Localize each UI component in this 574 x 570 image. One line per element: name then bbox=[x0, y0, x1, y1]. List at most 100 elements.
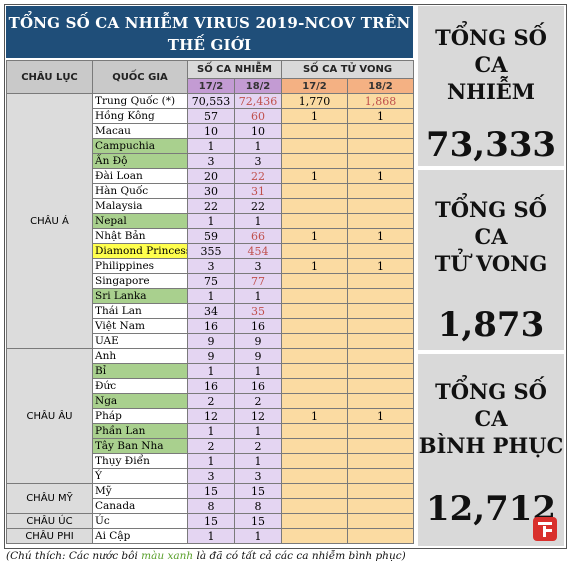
infections-17-cell: 20 bbox=[187, 168, 235, 184]
country-cell: Malaysia bbox=[92, 198, 188, 214]
table-row: CHÂU PHI Ai Cập 1 1 bbox=[6, 528, 415, 544]
table-row: Sri Lanka 1 1 bbox=[7, 288, 415, 304]
table-row: Macau 10 10 bbox=[7, 123, 415, 139]
table-row: Campuchia 1 1 bbox=[7, 138, 415, 154]
infections-17-cell: 3 bbox=[187, 468, 235, 484]
footnote-suffix: là đã có tất cả các ca nhiễm bình phục) bbox=[193, 550, 406, 562]
deaths-17-cell bbox=[281, 183, 348, 199]
table-row: Đài Loan 20 22 1 1 bbox=[7, 168, 415, 184]
total-recovered-label-2: BÌNH PHỤC bbox=[418, 433, 564, 458]
cases-table-body: CHÂU Á Trung Quốc (*) 70,553 72,436 1,770 1,8… bbox=[6, 93, 415, 544]
deaths-17-cell bbox=[281, 348, 348, 364]
country-cell: Thái Lan bbox=[92, 303, 188, 319]
infections-18-cell: 15 bbox=[234, 513, 282, 529]
table-row: Phần Lan 1 1 bbox=[7, 423, 415, 439]
infections-17-cell: 1 bbox=[187, 288, 235, 304]
deaths-17-cell: 1 bbox=[281, 258, 348, 274]
footnote-prefix: (Chú thích: Các nước bôi bbox=[6, 550, 142, 562]
infections-17-cell: 30 bbox=[187, 183, 235, 199]
country-cell: UAE bbox=[92, 333, 188, 349]
infections-18-cell: 1 bbox=[234, 363, 282, 379]
infections-18-cell: 1 bbox=[234, 213, 282, 229]
deaths-17-cell bbox=[281, 423, 348, 439]
deaths-18-cell bbox=[346, 318, 415, 334]
deaths-18-cell bbox=[346, 393, 415, 409]
deaths-17-cell: 1 bbox=[281, 168, 348, 184]
infections-18-cell: 2 bbox=[234, 438, 282, 454]
table-row: CHÂU ÂU Anh 9 9 bbox=[6, 348, 415, 484]
total-deaths-label-1: TỔNG SỐ CA bbox=[435, 197, 547, 249]
infections-17-cell: 1 bbox=[187, 453, 235, 469]
infections-17-cell: 57 bbox=[187, 108, 235, 124]
infections-17-cell: 16 bbox=[187, 318, 235, 334]
total-deaths-value: 1,873 bbox=[437, 305, 545, 345]
infections-17-cell: 59 bbox=[187, 228, 235, 244]
deaths-17-cell bbox=[281, 198, 348, 214]
deaths-17-cell bbox=[281, 333, 348, 349]
deaths-17-cell bbox=[281, 303, 348, 319]
deaths-18-cell bbox=[346, 153, 415, 169]
deaths-17-cell bbox=[281, 513, 348, 529]
country-cell: Việt Nam bbox=[92, 318, 188, 334]
infections-18-cell: 66 bbox=[234, 228, 282, 244]
header-continent: CHÂU LỤC bbox=[6, 60, 93, 94]
country-cell: Mỹ bbox=[92, 483, 188, 499]
infections-18-cell: 3 bbox=[234, 468, 282, 484]
infections-17-cell: 1 bbox=[187, 423, 235, 439]
infections-18-cell: 1 bbox=[234, 288, 282, 304]
infections-18-cell: 8 bbox=[234, 498, 282, 514]
deaths-18-cell: 1,868 bbox=[346, 93, 415, 109]
table-row: Philippines 3 3 1 1 bbox=[7, 258, 415, 274]
total-recovered-panel: TỔNG SỐ CA BÌNH PHỤC 12,712 bbox=[418, 354, 564, 546]
deaths-17-cell bbox=[281, 438, 348, 454]
infections-18-cell: 1 bbox=[234, 528, 282, 544]
deaths-18-cell bbox=[346, 483, 415, 499]
table-row: CHÂU MỸ Mỹ 15 15 bbox=[6, 483, 415, 514]
deaths-17-cell bbox=[281, 273, 348, 289]
header-deaths-date-2: 18/2 bbox=[346, 78, 415, 94]
infections-18-cell: 10 bbox=[234, 123, 282, 139]
table-row: Diamond Princess 355 454 bbox=[7, 243, 415, 259]
infections-18-cell: 3 bbox=[234, 153, 282, 169]
total-deaths-panel: TỔNG SỐ CA TỬ VONG 1,873 bbox=[418, 170, 564, 350]
table-row: CHÂU ÚC Úc 15 15 bbox=[6, 513, 415, 529]
infections-18-cell: 77 bbox=[234, 273, 282, 289]
deaths-17-cell bbox=[281, 288, 348, 304]
deaths-17-cell bbox=[281, 138, 348, 154]
country-cell: Nepal bbox=[92, 213, 188, 229]
infections-17-cell: 16 bbox=[187, 378, 235, 394]
country-cell: Nga bbox=[92, 393, 188, 409]
brand-logo-icon bbox=[533, 517, 557, 541]
continent-cell: CHÂU Á bbox=[6, 93, 93, 349]
infections-18-cell: 16 bbox=[234, 318, 282, 334]
table-row: Việt Nam 16 16 bbox=[7, 318, 415, 334]
infections-17-cell: 2 bbox=[187, 393, 235, 409]
table-row: CHÂU Á Trung Quốc (*) 70,553 72,436 1,770 1,8… bbox=[6, 93, 415, 349]
deaths-18-cell bbox=[346, 498, 415, 514]
country-cell: Hồng Kông bbox=[92, 108, 188, 124]
deaths-18-cell bbox=[346, 138, 415, 154]
infections-17-cell: 1 bbox=[187, 528, 235, 544]
deaths-17-cell bbox=[281, 528, 348, 544]
header-banner: TỔNG SỐ CA NHIỄM VIRUS 2019-NCOV TRÊN TH… bbox=[6, 6, 413, 71]
deaths-18-cell: 1 bbox=[346, 168, 415, 184]
infections-18-cell: 2 bbox=[234, 393, 282, 409]
country-cell: Thụy Điển bbox=[92, 453, 188, 469]
deaths-18-cell bbox=[346, 183, 415, 199]
deaths-17-cell bbox=[281, 213, 348, 229]
table-row: Nepal 1 1 bbox=[7, 213, 415, 229]
infections-17-cell: 9 bbox=[187, 333, 235, 349]
table-row: Bỉ 1 1 bbox=[7, 363, 415, 379]
infections-17-cell: 1 bbox=[187, 138, 235, 154]
deaths-18-cell bbox=[346, 213, 415, 229]
country-cell: Philippines bbox=[92, 258, 188, 274]
deaths-18-cell bbox=[346, 423, 415, 439]
infections-18-cell: 9 bbox=[234, 333, 282, 349]
country-cell: Nhật Bản bbox=[92, 228, 188, 244]
infections-17-cell: 1 bbox=[187, 213, 235, 229]
total-infections-panel: TỔNG SỐ CA NHIỄM 73,333 bbox=[418, 6, 564, 166]
country-cell: Sri Lanka bbox=[92, 288, 188, 304]
table-row: Nhật Bản 59 66 1 1 bbox=[7, 228, 415, 244]
deaths-17-cell: 1 bbox=[281, 228, 348, 244]
